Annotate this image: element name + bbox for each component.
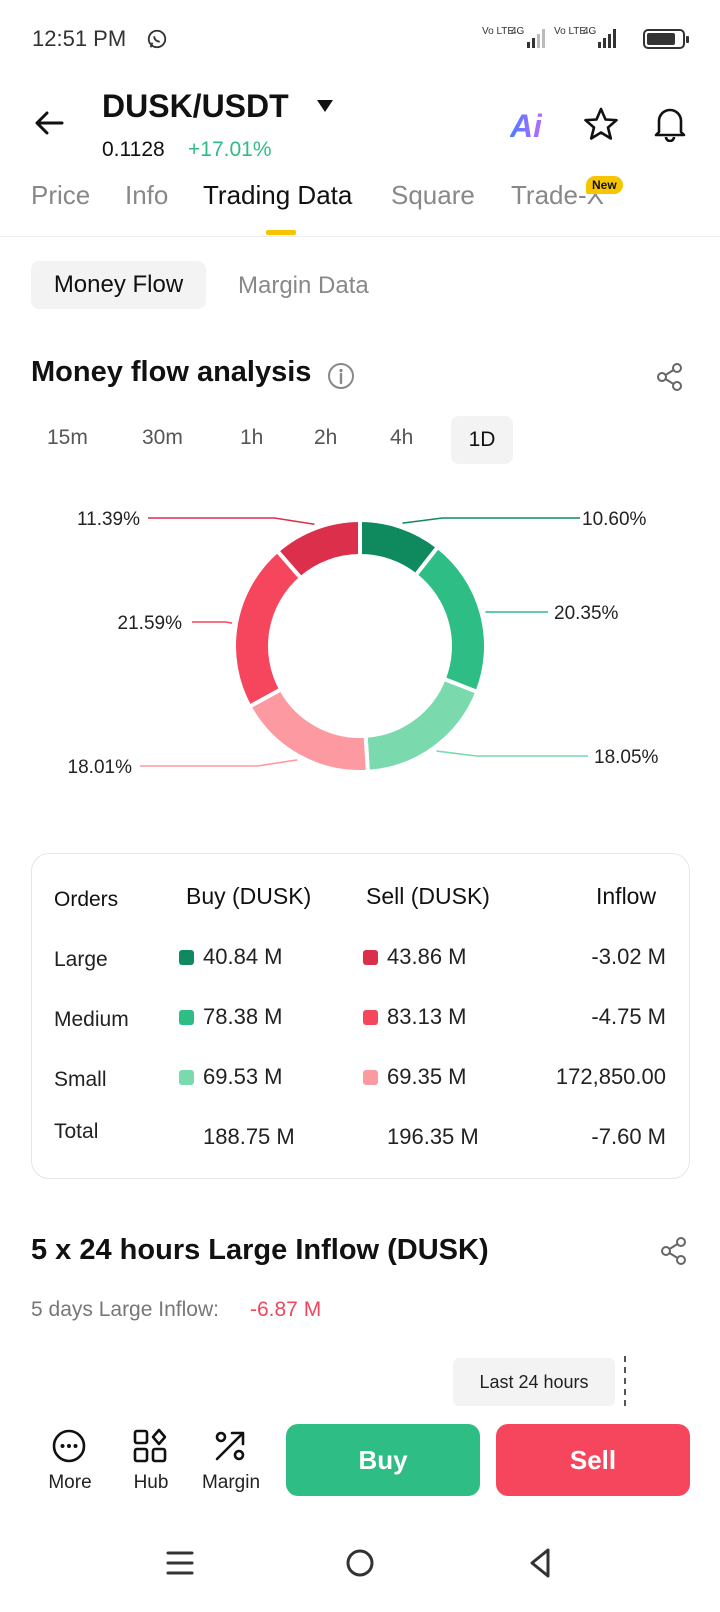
chart-tooltip: Last 24 hours [453,1358,615,1406]
price-change: +17.01% [188,138,272,161]
network-type-1: 4G [511,26,525,37]
ai-icon[interactable]: Ai [510,108,542,144]
medium-sell: 83.13 M [387,1004,467,1029]
timeframe-2h[interactable]: 2h [314,426,338,449]
crosshair-line [624,1356,626,1406]
subtab-margin-data[interactable]: Margin Data [238,272,369,299]
large-buy: 40.84 M [203,944,283,969]
bell-icon[interactable] [652,104,688,142]
small-sell-swatch [363,1070,378,1085]
chevron-down-icon[interactable] [316,99,334,113]
timeframe-1d[interactable]: 1D [451,416,513,464]
total-buy: 188.75 M [203,1124,295,1149]
back-nav-icon[interactable] [523,1546,557,1580]
whatsapp-icon [147,29,167,49]
signal-icon [527,26,545,48]
tab-square[interactable]: Square [391,180,475,210]
margin-label[interactable]: Margin [201,1472,261,1493]
small-sell: 69.35 M [387,1064,467,1089]
sell-button[interactable]: Sell [496,1424,690,1496]
slice-label: 18.01% [68,757,133,778]
row-label-medium: Medium [54,1008,129,1031]
timeframe-30m[interactable]: 30m [142,426,183,449]
pair-title[interactable]: DUSK/USDT [102,88,289,124]
timeframe-15m[interactable]: 15m [47,426,88,449]
share-icon-2[interactable] [659,1236,689,1266]
slice-label: 20.35% [554,603,619,624]
money-flow-title: Money flow analysis [31,356,312,388]
large-inflow-value: -6.87 M [250,1298,322,1321]
large-inflow-subtitle: 5 days Large Inflow: [31,1298,219,1321]
money-flow-donut-chart: 10.60% 20.35% 18.05% 18.01% 21.59% 11.39% [68,509,659,778]
large-inflow: -3.02 M [591,944,666,969]
timeframe-1h[interactable]: 1h [240,426,264,449]
col-inflow: Inflow [596,883,657,909]
slice-label: 11.39% [77,509,140,530]
donut-slice-small-buy [363,676,480,774]
row-label-large: Large [54,948,108,971]
leader-line [402,517,580,524]
leader-line [140,759,298,767]
battery-icon [643,29,689,49]
col-orders: Orders [54,888,119,911]
row-label-small: Small [54,1068,107,1091]
col-sell: Sell (DUSK) [366,883,490,909]
medium-buy-swatch [179,1010,194,1025]
back-arrow-icon[interactable] [32,106,66,140]
info-icon[interactable] [327,362,355,390]
large-sell-swatch [363,950,378,965]
large-buy-swatch [179,950,194,965]
home-nav-icon[interactable] [343,1546,377,1580]
small-buy: 69.53 M [203,1064,283,1089]
new-badge: New [586,176,623,194]
timeframe-4h[interactable]: 4h [390,426,414,449]
col-buy: Buy (DUSK) [186,883,312,909]
more-label[interactable]: More [48,1472,92,1493]
small-buy-swatch [179,1070,194,1085]
subtab-money-flow[interactable]: Money Flow [31,261,206,309]
donut-slice-small-sell [246,686,370,774]
last-price: 0.1128 [102,138,165,161]
leader-line [192,621,233,624]
hub-label[interactable]: Hub [133,1472,169,1493]
leader-line [148,517,315,526]
leader-line [436,750,588,757]
donut-slice-large-sell [274,517,362,581]
status-time: 12:51 PM [32,26,127,51]
volte-indicator-2: Vo LTE [554,26,587,37]
donut-slice-medium-buy [412,544,488,695]
menu-nav-icon[interactable] [163,1546,197,1580]
small-inflow: 172,850.00 [555,1064,666,1089]
money-flow-table [31,853,690,1179]
slice-label: 10.60% [582,509,647,530]
active-tab-indicator [266,230,296,235]
medium-buy: 78.38 M [203,1004,283,1029]
total-sell: 196.35 M [387,1124,479,1149]
buy-button[interactable]: Buy [286,1424,480,1496]
favorite-star-icon[interactable] [583,106,619,142]
medium-sell-swatch [363,1010,378,1025]
tab-price[interactable]: Price [31,180,91,210]
margin-icon[interactable] [212,1428,248,1464]
share-icon[interactable] [655,362,685,392]
tab-trading-data[interactable]: Trading Data [203,180,353,210]
large-sell: 43.86 M [387,944,467,969]
row-label-total: Total [54,1120,99,1143]
slice-label: 18.05% [594,747,659,768]
large-inflow-title: 5 x 24 hours Large Inflow (DUSK) [31,1234,489,1266]
total-inflow: -7.60 M [591,1124,666,1149]
more-icon[interactable] [51,1428,87,1464]
header-divider [0,236,720,237]
hub-icon[interactable] [132,1428,168,1464]
network-type-2: 4G [583,26,597,37]
signal-icon-2 [598,26,616,48]
medium-inflow: -4.75 M [591,1004,666,1029]
tab-info[interactable]: Info [125,180,169,210]
volte-indicator-1: Vo LTE [482,26,515,37]
donut-slice-medium-sell [232,548,304,710]
slice-label: 21.59% [118,613,183,634]
